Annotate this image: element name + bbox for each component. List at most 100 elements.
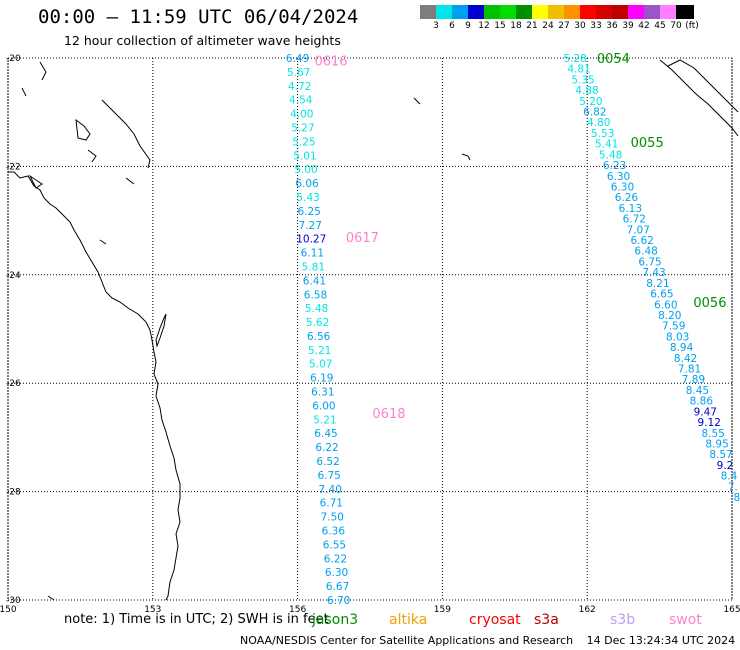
wave-height-value: 4.54	[289, 95, 313, 107]
lat-tick-label: -28	[6, 488, 21, 498]
islet	[413, 97, 421, 105]
pass-time-label: 0055	[631, 136, 664, 151]
colorbar-label: 6	[449, 21, 455, 31]
wave-height-value: 6.72	[623, 214, 646, 226]
wave-height-value: 5.21	[313, 414, 336, 426]
wave-height-value: 6.26	[615, 192, 639, 204]
lat-tick-label: -30	[6, 596, 21, 606]
wave-height-value: 6.41	[303, 275, 326, 287]
colorbar-swatch	[532, 5, 548, 19]
wave-height-value: 6.00	[312, 400, 335, 412]
footer-credit: NOAA/NESDIS Center for Satellite Applica…	[240, 634, 574, 647]
wave-height-value: 4.72	[288, 81, 311, 93]
colorbar-swatch	[420, 5, 436, 19]
wave-height-value: 7.81	[678, 364, 701, 376]
wave-height-value: 7.	[728, 481, 738, 493]
wave-height-value: 8.94	[670, 342, 694, 354]
colorbar-swatch	[452, 5, 468, 19]
colorbar-label: 27	[558, 21, 570, 31]
wave-height-value: 7.43	[642, 267, 665, 279]
colorbar-label: 70	[670, 21, 682, 31]
fraser-island	[155, 313, 167, 348]
colorbar-label: 15	[494, 21, 506, 31]
wave-height-value: 6.25	[297, 206, 320, 218]
wave-height-value: 6.55	[323, 539, 346, 551]
satellite-legend-item: jason3	[312, 612, 359, 628]
colorbar-swatch	[484, 5, 500, 19]
colorbar-swatch	[468, 5, 484, 19]
lon-tick-label: 153	[144, 605, 161, 615]
wave-height-value: 6.62	[630, 235, 653, 247]
colorbar-label: 24	[542, 21, 554, 31]
pass-time-labels: 0616 0617 0618 0054 0055 0056	[314, 52, 726, 422]
coast-fragment-2	[39, 61, 47, 81]
colorbar-swatch	[660, 5, 676, 19]
wave-height-value: 6.56	[307, 331, 331, 343]
map-grid	[7, 57, 733, 601]
wave-height-value: 5.35	[571, 74, 594, 86]
wave-height-value: 6.70	[327, 595, 350, 607]
wave-height-value: 8.95	[705, 438, 728, 450]
wave-height-value: 6.48	[634, 246, 657, 258]
wave-height-value: 8.55	[701, 428, 724, 440]
wave-height-value: 5.21	[308, 345, 331, 357]
wave-height-value: 8.21	[646, 278, 669, 290]
colorbar-swatch	[612, 5, 628, 19]
wave-height-value: 5.28	[563, 53, 586, 65]
colorbar-label: 45	[654, 21, 666, 31]
colorbar-label: 30	[574, 21, 586, 31]
colorbar-label: 42	[638, 21, 650, 31]
wave-height-value: 6.22	[324, 553, 347, 565]
colorbar-label: 12	[478, 21, 490, 31]
lat-tick-label: -26	[6, 379, 21, 389]
whitsunday-coast	[28, 174, 43, 189]
wave-height-value: 6.23	[603, 160, 626, 172]
wave-height-value: 8.86	[690, 396, 714, 408]
satellite-legend-item: s3b	[610, 612, 636, 628]
wave-height-value: 5.01	[293, 150, 316, 162]
coast-fragment-1	[101, 99, 151, 169]
wave-height-value: 5.48	[305, 303, 328, 315]
colorbar-swatch	[580, 5, 596, 19]
page-title: 00:00 – 11:59 UTC 06/04/2024	[38, 6, 359, 28]
colorbar-label: 3	[433, 21, 439, 31]
satellite-legend-item: cryosat	[469, 612, 521, 628]
map-frame	[7, 57, 733, 601]
wave-height-value: 6.36	[322, 526, 346, 538]
wave-height-value: 6.13	[619, 203, 642, 215]
new-caledonia	[659, 59, 739, 137]
wave-height-value: 5.48	[599, 149, 622, 161]
pass-time-label: 0617	[346, 231, 379, 246]
axis-tick-labels: 150 153 156 159 162 165 -20 -22 -24 -26 -28 -30	[0, 54, 740, 615]
colorbar-label: 9	[465, 21, 471, 31]
wave-height-value: 8	[733, 492, 740, 504]
wave-height-value: 7.89	[682, 374, 705, 386]
colorbar-labels: 3 6 9 12 15 18 21 24 27 30 33 36 39 42 45 70 (ft)	[420, 21, 740, 35]
colorbar-swatch	[436, 5, 452, 19]
wave-height-value: 4.88	[575, 85, 598, 97]
wave-height-value: 5.67	[287, 67, 310, 79]
satellite-legend-item: s3a	[534, 612, 559, 628]
lat-tick-label: -20	[6, 54, 21, 64]
wave-height-value: 7.40	[319, 484, 342, 496]
colorbar-label: 18	[510, 21, 522, 31]
wave-height-value: 6.67	[326, 581, 349, 593]
colorbar-label: 33	[590, 21, 602, 31]
lon-tick-label: 156	[289, 605, 306, 615]
wave-height-value: 6.19	[310, 373, 333, 385]
note-text: note: 1) Time is in UTC; 2) SWH is in fe…	[64, 612, 329, 627]
pass-time-label: 0056	[693, 296, 726, 311]
wave-height-value: 8.45	[686, 385, 709, 397]
coast-fragment-6	[99, 239, 107, 245]
wave-height-value: 9.12	[698, 417, 721, 429]
wave-height-value: 6.65	[650, 289, 673, 301]
wave-height-value: 5.41	[595, 139, 618, 151]
satellite-legend-item: swot	[669, 612, 702, 628]
coast-fragment-4	[87, 149, 97, 163]
wave-height-value: 6.58	[304, 289, 327, 301]
lat-tick-label: -24	[6, 271, 21, 281]
page-subtitle: 12 hour collection of altimeter wave hei…	[64, 33, 341, 48]
wave-height-value: 6.52	[316, 456, 339, 468]
colorbar-label: 36	[606, 21, 618, 31]
